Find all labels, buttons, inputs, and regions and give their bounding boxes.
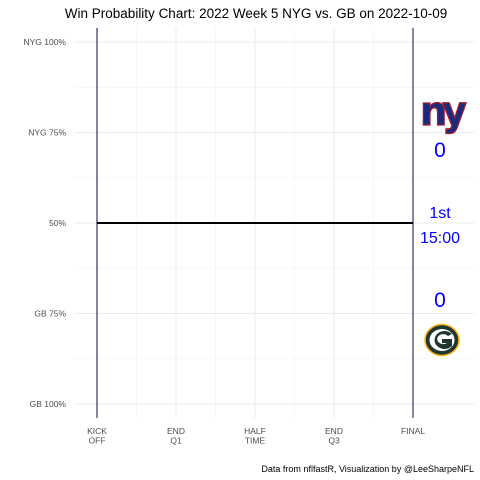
game-clock: 15:00	[420, 230, 460, 247]
svg-text:ny: ny	[420, 89, 466, 135]
x-tick-label: HALF TIME	[244, 426, 266, 446]
y-tick-label: NYG 75%	[28, 128, 66, 138]
x-axis: KICK OFF END Q1 HALF TIME END Q3 FINAL	[87, 426, 425, 446]
g-logo-icon	[424, 323, 460, 357]
y-tick-label: 50%	[49, 218, 66, 228]
x-tick-label: END Q3	[325, 426, 343, 446]
ny-logo-icon: ny	[419, 88, 472, 135]
y-axis: NYG 100% NYG 75% 50% GB 75% GB 100%	[23, 37, 66, 409]
x-tick-label: KICK OFF	[87, 426, 107, 446]
chart-title: Win Probability Chart: 2022 Week 5 NYG v…	[65, 6, 447, 21]
y-tick-label: NYG 100%	[23, 37, 66, 47]
home-team-score: 0	[434, 139, 446, 162]
y-tick-label: GB 75%	[34, 309, 66, 319]
x-tick-label: FINAL	[401, 426, 425, 436]
x-tick-label: END Q1	[167, 426, 185, 446]
game-quarter: 1st	[429, 205, 451, 222]
away-team-score: 0	[434, 289, 446, 312]
chart-caption: Data from nflfastR, Visualization by @Le…	[261, 464, 474, 474]
y-tick-label: GB 100%	[30, 399, 67, 409]
